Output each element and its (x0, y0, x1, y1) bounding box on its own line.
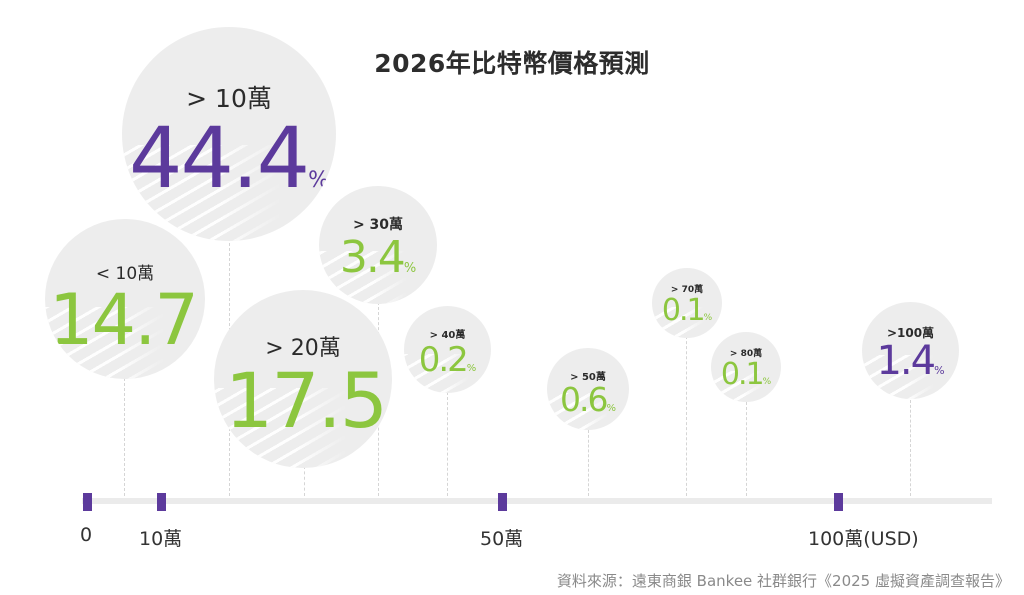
stripe-pattern (862, 355, 959, 399)
bubble-value: 0.1% (661, 293, 713, 328)
bubble-value: 3.4% (339, 232, 417, 283)
axis-tick-10w (157, 493, 166, 511)
bubble-value: 0.2% (418, 340, 477, 380)
bubble-label: > 20萬 (265, 336, 341, 361)
source-note: 資料來源：遠東商銀 Bankee 社群銀行《2025 虛擬資產調查報告》 (556, 572, 1010, 590)
bubble-label: < 10萬 (95, 264, 155, 284)
stripe-pattern (45, 307, 205, 379)
stripe-pattern (652, 306, 722, 338)
bubble-gt-70w: > 70萬 0.1% (652, 268, 722, 338)
bubble-label: > 40萬 (429, 330, 466, 341)
bubble-gt-10w: > 10萬 44.4% (122, 27, 336, 241)
axis-tick-100w (834, 493, 843, 511)
bubble-value: 1.4% (876, 338, 945, 384)
stripe-pattern (214, 387, 392, 468)
axis-label-100w: 100萬(USD) (808, 528, 919, 550)
bubble-value: 44.4% (129, 109, 329, 207)
stripe-pattern (711, 370, 781, 402)
stripe-pattern (319, 250, 437, 304)
connector-line (588, 430, 589, 496)
bubble-value: 0.6% (560, 380, 616, 419)
bubble-value: 17.5% (224, 356, 392, 445)
axis-label-0: 0 (80, 524, 93, 546)
bubble-label: > 80萬 (729, 349, 763, 359)
bubble-gt-40w: > 40萬 0.2% (404, 306, 491, 393)
bubble-gt-30w: > 30萬 3.4% (319, 186, 437, 304)
connector-line (746, 402, 747, 496)
connector-line (124, 378, 125, 496)
connector-line (447, 392, 448, 496)
axis-label-50w: 50萬 (480, 528, 524, 550)
axis-label-10w: 10萬 (139, 528, 183, 550)
bubble-lt-10w: < 10萬 14.7% (45, 219, 205, 379)
bubble-gt-100w: >100萬 1.4% (862, 302, 959, 399)
stripe-pattern (404, 353, 491, 393)
chart-title: 2026年比特幣價格預測 (374, 49, 650, 78)
bubble-label: > 30萬 (352, 217, 404, 233)
bubble-label: > 50萬 (570, 372, 606, 383)
connector-line (304, 466, 305, 496)
axis-tick-50w (498, 493, 507, 511)
stripe-pattern (122, 144, 336, 241)
bubble-label: > 10萬 (186, 84, 272, 113)
connector-line (910, 400, 911, 496)
connector-line (686, 336, 687, 496)
axis-tick-0 (83, 493, 92, 511)
bubble-value: 14.7% (49, 279, 199, 361)
x-axis (82, 498, 992, 504)
bubble-label: >100萬 (886, 326, 935, 340)
bubble-label: > 70萬 (670, 285, 704, 295)
bubble-gt-80w: > 80萬 0.1% (711, 332, 781, 402)
bubble-gt-20w: > 20萬 17.5% (214, 290, 392, 468)
bubble-gt-50w: > 50萬 0.6% (547, 348, 629, 430)
bubble-value: 0.1% (720, 357, 772, 392)
stripe-pattern (547, 393, 629, 430)
